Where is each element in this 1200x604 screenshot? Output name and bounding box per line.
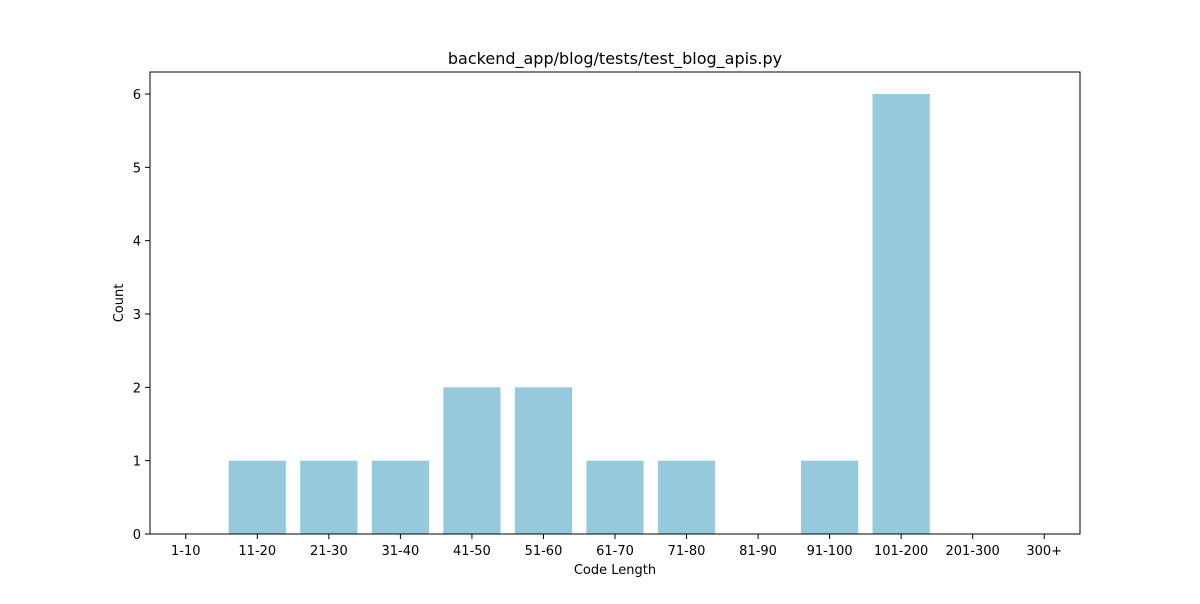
x-tick-label: 61-70	[596, 544, 634, 559]
bar-71-80	[657, 460, 716, 534]
x-tick-label: 41-50	[453, 544, 491, 559]
y-axis-label: Count	[112, 284, 127, 323]
bar-41-50	[443, 387, 501, 534]
x-tick-label: 21-30	[310, 544, 348, 559]
chart-title: backend_app/blog/tests/test_blog_apis.py	[448, 49, 782, 69]
y-tick-label: 4	[133, 235, 141, 250]
x-tick-label: 81-90	[739, 544, 777, 559]
bars-group	[228, 94, 930, 534]
x-axis-ticks: 1-10 11-20 21-30 31-40 41-50 51-60 61-70 71-80 8…	[171, 534, 1062, 559]
y-tick-label: 6	[133, 88, 141, 103]
x-tick-label: 101-200	[874, 544, 928, 559]
bar-11-20	[228, 460, 286, 534]
y-axis-ticks: 0 1 2 3 4 5 6	[133, 88, 150, 543]
x-tick-label: 11-20	[238, 544, 276, 559]
x-tick-label: 71-80	[668, 544, 706, 559]
plot-area-frame	[149, 71, 1081, 535]
x-tick-label: 51-60	[525, 544, 563, 559]
y-tick-label: 3	[133, 308, 141, 323]
bar-61-70	[586, 460, 644, 534]
x-axis-label: Code Length	[574, 563, 656, 578]
x-tick-label: 300+	[1026, 544, 1062, 559]
y-tick-label: 1	[133, 455, 141, 470]
bar-51-60	[514, 387, 573, 534]
x-tick-label: 1-10	[171, 544, 201, 559]
y-tick-label: 0	[133, 528, 141, 543]
x-tick-label: 31-40	[381, 544, 419, 559]
bar-91-100	[801, 460, 859, 534]
y-tick-label: 5	[133, 161, 141, 176]
bar-101-200	[872, 94, 930, 534]
x-tick-label: 201-300	[946, 544, 1000, 559]
y-tick-label: 2	[133, 381, 141, 396]
bar-21-30	[300, 460, 358, 534]
bar-31-40	[371, 460, 429, 534]
x-tick-label: 91-100	[807, 544, 853, 559]
